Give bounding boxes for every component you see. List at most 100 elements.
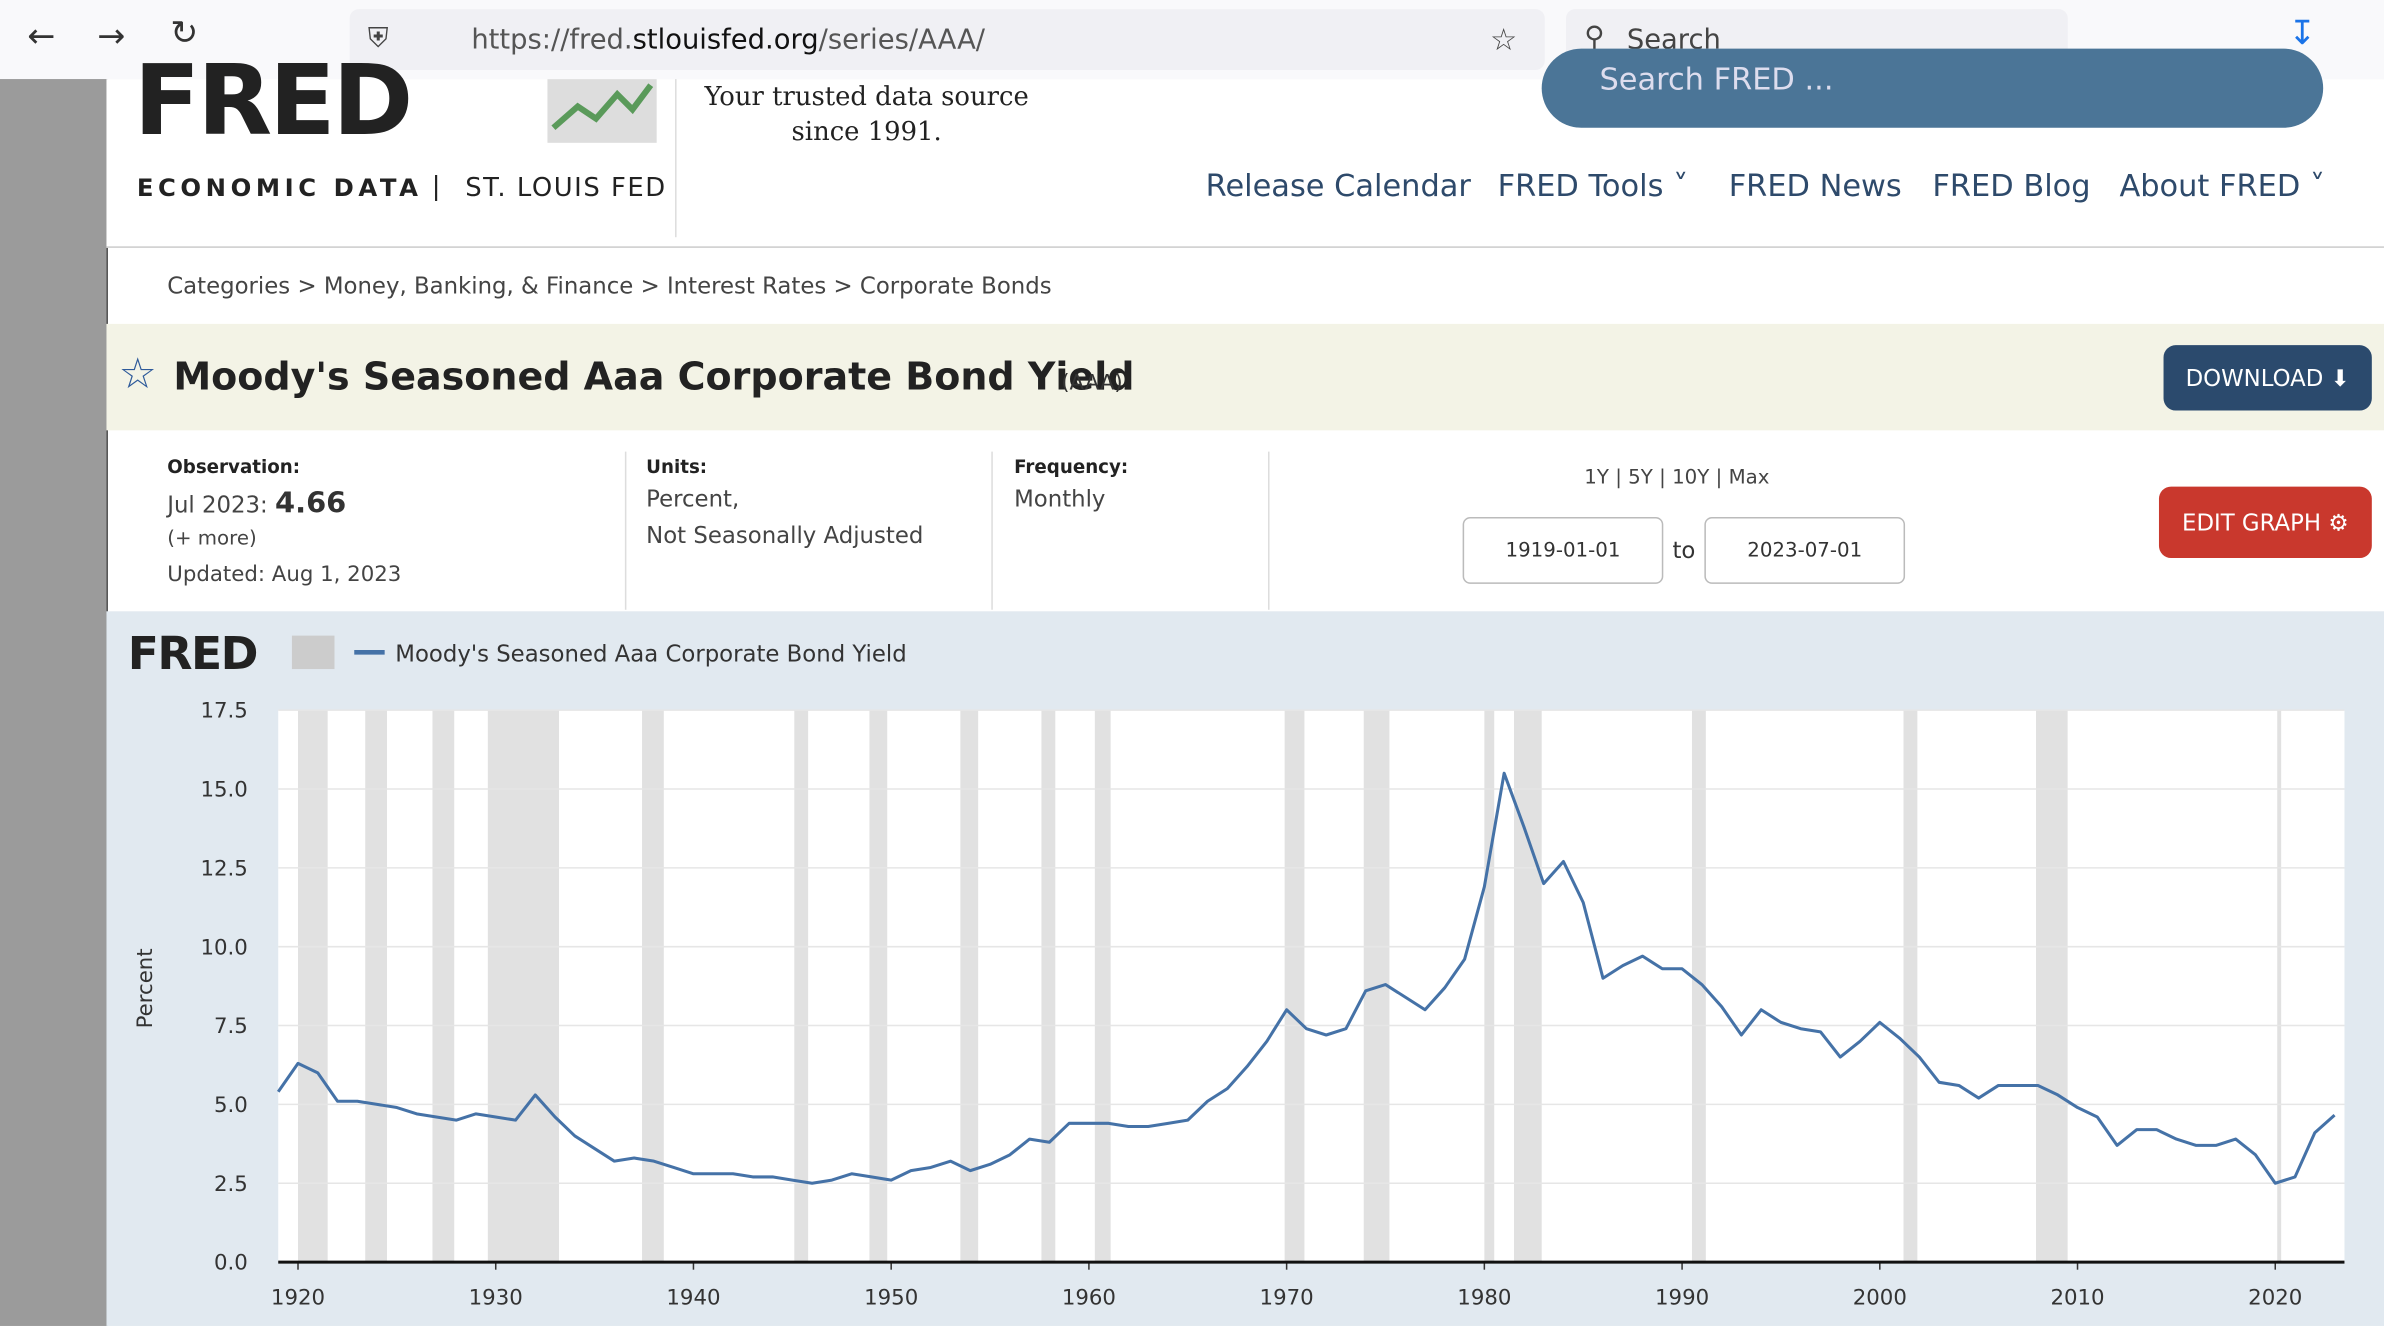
units: Not Seasonally Adjusted bbox=[646, 521, 924, 549]
edit-text: EDIT GRAPH bbox=[2182, 508, 2322, 537]
nav-link[interactable]: About FRED ˅ bbox=[2119, 167, 2326, 204]
y-tick-label: 2.5 bbox=[214, 1172, 248, 1197]
chart-logo: FRED bbox=[128, 627, 257, 680]
series-code: (AAA) bbox=[1061, 371, 1123, 396]
x-tick-label: 1920 bbox=[271, 1286, 325, 1311]
nav-link[interactable]: FRED Tools ˅ bbox=[1497, 167, 1689, 204]
recession-band bbox=[1691, 710, 1706, 1263]
url: https://fred.stlouisfed.org/series/AAA/ bbox=[471, 24, 985, 56]
bookmark-star[interactable]: ☆ bbox=[1489, 21, 1518, 58]
x-tick-label: 2020 bbox=[2248, 1286, 2302, 1311]
breadcrumb[interactable]: Money, Banking, & Finance bbox=[323, 272, 634, 300]
x-tick-label: 1980 bbox=[1457, 1286, 1511, 1311]
obs-label: Observation: bbox=[167, 456, 301, 478]
y-tick-label: 10.0 bbox=[200, 935, 247, 960]
site-search-placeholder: Search FRED ... bbox=[1599, 60, 1834, 98]
chart-panel: FRED Percent Moody's Seasoned Aaa Corpor… bbox=[106, 611, 2384, 1326]
breadcrumb[interactable]: Corporate Bonds bbox=[859, 272, 1052, 300]
breadcrumb-sep: > bbox=[297, 272, 317, 300]
title-bar: ☆ Moody's Seasoned Aaa Corporate Bond Yi… bbox=[106, 323, 2384, 431]
x-tick-label: 2000 bbox=[1853, 1286, 1907, 1311]
chart-logo-graph bbox=[291, 635, 335, 670]
edit-graph-button[interactable]: EDIT GRAPH ⚙ bbox=[2158, 486, 2372, 559]
breadcrumb[interactable]: Interest Rates bbox=[666, 272, 827, 300]
forward-button[interactable]: → bbox=[97, 18, 126, 57]
y-axis-label: Percent bbox=[133, 948, 158, 1028]
range[interactable]: 10Y bbox=[1672, 466, 1710, 490]
recession-band bbox=[1094, 710, 1111, 1263]
recession-band bbox=[1514, 710, 1542, 1263]
legend-label: Moody's Seasoned Aaa Corporate Bond Yiel… bbox=[395, 641, 906, 667]
fred-logo[interactable]: FRED bbox=[133, 45, 414, 159]
breadcrumb[interactable]: Categories bbox=[167, 272, 291, 300]
range[interactable]: Max bbox=[1728, 466, 1770, 490]
more-link[interactable]: (+ more) bbox=[167, 527, 257, 551]
divider bbox=[624, 451, 627, 610]
url-path: /series/AAA/ bbox=[818, 24, 986, 57]
url-prefix: https://fred. bbox=[471, 24, 633, 57]
logo-org: ST. LOUIS FED bbox=[465, 173, 667, 204]
units: Percent, bbox=[646, 485, 740, 513]
to-label: to bbox=[1672, 536, 1696, 565]
range-sep: | bbox=[1715, 466, 1723, 490]
nav-text: About FRED bbox=[2119, 167, 2301, 204]
recession-band bbox=[365, 710, 387, 1263]
x-tick-label: 1940 bbox=[666, 1286, 720, 1311]
y-tick-label: 5.0 bbox=[214, 1093, 248, 1118]
recession-band bbox=[794, 710, 809, 1263]
recession-band bbox=[1484, 710, 1495, 1263]
units-label: Units: bbox=[646, 456, 708, 478]
divider bbox=[675, 79, 677, 238]
obs-value: 4.66 bbox=[275, 486, 347, 521]
recession-band bbox=[1041, 710, 1056, 1263]
end-date[interactable]: 2023-07-01 bbox=[1704, 517, 1906, 584]
search-icon: ⚲ bbox=[1584, 21, 1605, 54]
site-search[interactable]: Search FRED ... bbox=[1541, 48, 2324, 128]
recession-band bbox=[1284, 710, 1305, 1263]
x-tick-label: 1950 bbox=[864, 1286, 918, 1311]
divider bbox=[991, 451, 993, 610]
range-sep: | bbox=[1659, 466, 1666, 490]
shield-icon: ⛨ bbox=[367, 22, 389, 55]
y-tick-label: 17.5 bbox=[200, 699, 247, 724]
start-date[interactable]: 1919-01-01 bbox=[1462, 517, 1664, 584]
recession-band bbox=[960, 710, 979, 1263]
url-bar[interactable]: https://fred.stlouisfed.org/series/AAA/ … bbox=[349, 9, 1545, 70]
nav-link[interactable]: FRED Blog bbox=[1932, 167, 2091, 204]
recession-band bbox=[2277, 710, 2282, 1263]
tagline: Your trusted data source since 1991. bbox=[699, 81, 1033, 151]
y-tick-label: 0.0 bbox=[214, 1251, 248, 1276]
nav-text: FRED Tools bbox=[1497, 167, 1664, 204]
breadcrumb-sep: > bbox=[640, 272, 660, 300]
nav-link[interactable]: Release Calendar bbox=[1205, 167, 1471, 204]
back-button[interactable]: ← bbox=[27, 18, 56, 57]
x-tick-label: 1990 bbox=[1655, 1286, 1709, 1311]
range[interactable]: 5Y bbox=[1628, 466, 1653, 490]
range[interactable]: 1Y bbox=[1584, 466, 1609, 490]
data-line bbox=[276, 771, 2336, 1185]
download-button[interactable]: DOWNLOAD ⬇ bbox=[2163, 345, 2372, 411]
recession-band bbox=[869, 710, 888, 1263]
tagline-line: Your trusted data source bbox=[704, 82, 1029, 113]
browser-toolbar: ← → ↻ https://fred.stlouisfed.org/series… bbox=[0, 0, 2384, 81]
x-tick-label: 1960 bbox=[1062, 1286, 1116, 1311]
updated: Updated: Aug 1, 2023 bbox=[167, 562, 402, 587]
x-tick-label: 1970 bbox=[1260, 1286, 1314, 1311]
logo-graph bbox=[547, 79, 657, 143]
plot-area bbox=[278, 710, 2345, 1263]
reload-button[interactable]: ↻ bbox=[170, 15, 199, 54]
recession-band bbox=[487, 710, 560, 1263]
recession-band bbox=[2036, 710, 2068, 1263]
chart: FRED Percent Moody's Seasoned Aaa Corpor… bbox=[128, 627, 2345, 1311]
nav-link[interactable]: FRED News bbox=[1728, 167, 1902, 204]
tagline-line: since 1991. bbox=[791, 117, 942, 148]
y-tick-label: 12.5 bbox=[200, 856, 247, 881]
recession-band bbox=[1903, 710, 1918, 1263]
x-tick-label: 1930 bbox=[469, 1286, 523, 1311]
sidebar-gap bbox=[0, 79, 108, 1326]
favorite-star[interactable]: ☆ bbox=[118, 348, 157, 399]
y-tick-label: 15.0 bbox=[200, 778, 247, 803]
download-icon[interactable]: ↧ bbox=[2288, 15, 2317, 54]
